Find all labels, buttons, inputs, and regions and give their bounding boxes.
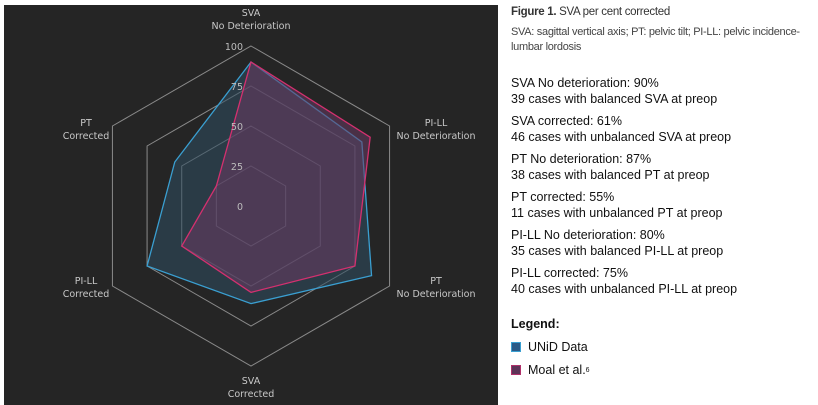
stat-item: PT No deterioration: 87% 38 cases with ba… (511, 151, 737, 183)
legend-title: Legend: (511, 317, 560, 331)
grid-ring-100 (111, 45, 391, 367)
legend-swatch-unid (511, 342, 521, 352)
axis-label: SVA (242, 376, 261, 387)
tick-label: 100 (225, 42, 243, 53)
legend-label-unid: UNiD Data (528, 340, 588, 354)
legend-item-unid: UNiD Data (511, 340, 588, 354)
stat-value: PT corrected: 55% (511, 190, 615, 204)
stat-value: SVA No deterioration: 90% (511, 76, 659, 90)
axis-label: No Deterioration (397, 289, 476, 300)
legend-label-moal: Moal et al. (528, 363, 586, 377)
axis-label: PT (430, 276, 442, 287)
stat-item: PT corrected: 55% 11 cases with unbalance… (511, 189, 737, 221)
stat-cases: 35 cases with balanced PI-LL at preop (511, 244, 724, 258)
figure-label: Figure 1. (511, 6, 557, 18)
stat-item: PI-LL corrected: 75% 40 cases with unbala… (511, 265, 737, 297)
stat-item: SVA corrected: 61% 46 cases with unbalanc… (511, 113, 737, 145)
radar-chart-panel: 0 25 50 75 100 SVA No Deterioration PI-LL No Det… (4, 5, 498, 405)
radar-chart: 0 25 50 75 100 SVA No Deterioration PI-LL No Det… (63, 8, 476, 400)
legend-item-moal: Moal et al. 6 (511, 363, 590, 377)
tick-label: 75 (231, 82, 243, 93)
axis-label: No Deterioration (397, 131, 476, 142)
tick-label: 25 (231, 162, 243, 173)
axis-label: PI-LL (425, 118, 448, 129)
stat-value: PT No deterioration: 87% (511, 152, 652, 166)
stat-cases: 38 cases with balanced PT at preop (511, 168, 710, 182)
axis-label: SVA (242, 8, 261, 19)
stat-cases: 46 cases with unbalanced SVA at preop (511, 130, 732, 144)
figure-title-text: SVA per cent corrected (559, 6, 670, 18)
legend-swatch-moal (511, 365, 521, 375)
axis-label: Corrected (228, 389, 275, 400)
axis-label: No Deterioration (212, 21, 291, 32)
stat-value: SVA corrected: 61% (511, 114, 622, 128)
tick-label: 50 (231, 122, 243, 133)
axis-label: PT (80, 118, 92, 129)
stat-item: SVA No deterioration: 90% 39 cases with b… (511, 75, 737, 107)
stat-item: PI-LL No deterioration: 80% 35 cases with… (511, 227, 737, 259)
tick-label: 0 (237, 202, 243, 213)
axis-label: PI-LL (75, 276, 98, 287)
stat-cases: 39 cases with balanced SVA at preop (511, 92, 718, 106)
stat-cases: 11 cases with unbalanced PT at preop (511, 206, 723, 220)
stat-value: PI-LL corrected: 75% (511, 266, 628, 280)
figure-caption: SVA: sagittal vertical axis; PT: pelvic … (511, 26, 800, 53)
axis-label: Corrected (63, 289, 110, 300)
stat-cases: 40 cases with unbalanced PI-LL at preop (511, 282, 738, 296)
axis-label: Corrected (63, 131, 110, 142)
stat-value: PI-LL No deterioration: 80% (511, 228, 665, 242)
stats-list: SVA No deterioration: 90% 39 cases with b… (511, 75, 737, 303)
figure-title: Figure 1. SVA per cent corrected (511, 6, 670, 18)
legend-reference-moal: 6 (585, 366, 590, 374)
